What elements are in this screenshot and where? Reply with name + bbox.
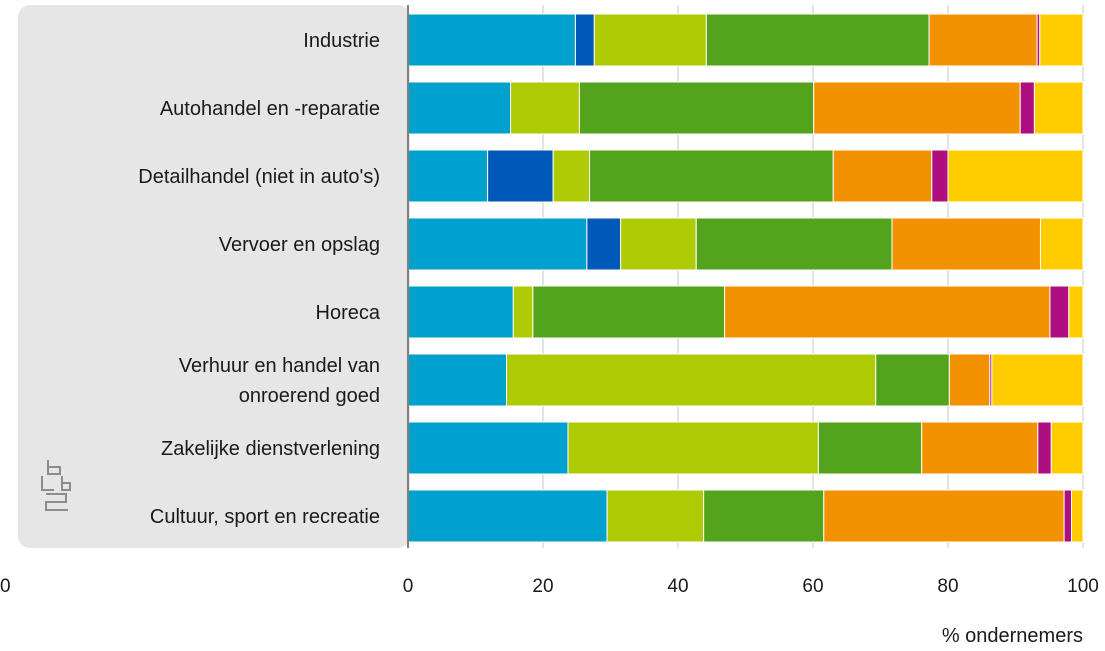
- category-label: Autohandel en -reparatie: [160, 98, 380, 120]
- bar-segment: [593, 13, 707, 67]
- bar-segment: [928, 13, 1038, 67]
- x-tick-labels: 0 20 40 60 80 100: [403, 576, 1099, 597]
- category-label: Verhuur en handel van: [179, 355, 380, 377]
- bar-segment: [567, 421, 819, 475]
- category-label: Detailhandel (niet in auto's): [138, 166, 380, 188]
- bar-segment: [532, 285, 726, 339]
- bar-segment: [948, 353, 991, 407]
- bar-segment: [407, 13, 576, 67]
- bar-segment: [921, 421, 1039, 475]
- bar-segment: [586, 217, 622, 271]
- bar-segment: [813, 81, 1021, 135]
- x-tick-label: 40: [667, 576, 688, 597]
- bar-segment: [512, 285, 534, 339]
- bar-segment: [891, 217, 1041, 271]
- bar-segment: [875, 353, 950, 407]
- bar-segment: [578, 81, 815, 135]
- bar-segment: [1039, 13, 1084, 67]
- bar-segment: [991, 353, 1084, 407]
- bar-segment: [817, 421, 923, 475]
- bar-segment: [947, 149, 1084, 203]
- bar-segment: [1071, 489, 1084, 543]
- bar-segment: [510, 81, 580, 135]
- bar-segment: [506, 353, 877, 407]
- x-tick-label: 0: [403, 576, 414, 597]
- category-labels: Industrie Autohandel en -reparatie Detailh…: [138, 30, 381, 528]
- bar-segment: [407, 217, 588, 271]
- bar-segment: [407, 81, 512, 135]
- bar-segment: [823, 489, 1065, 543]
- category-label: onroerend goed: [239, 385, 380, 407]
- x-tick-label: 60: [802, 576, 823, 597]
- bars: [407, 13, 1084, 543]
- bar-segment: [574, 13, 595, 67]
- category-label: Horeca: [316, 302, 381, 324]
- bar-segment: [487, 149, 554, 203]
- category-label: Industrie: [303, 30, 380, 52]
- bar-segment: [705, 13, 930, 67]
- bar-segment: [407, 149, 489, 203]
- x-tick-label: 100: [1067, 576, 1099, 597]
- bar-segment: [407, 489, 608, 543]
- bar-segment: [1019, 81, 1035, 135]
- bar-segment: [832, 149, 933, 203]
- bar-segment: [724, 285, 1051, 339]
- category-label: Zakelijke dienstverlening: [161, 438, 380, 460]
- category-label: Vervoer en opslag: [219, 234, 380, 256]
- bar-segment: [552, 149, 591, 203]
- x-tick-label: 20: [532, 576, 553, 597]
- bar-segment: [1037, 421, 1052, 475]
- bar-segment: [1063, 489, 1073, 543]
- bar-segment: [1049, 285, 1070, 339]
- category-label: Cultuur, sport en recreatie: [150, 506, 380, 528]
- category-panel: [18, 5, 410, 548]
- x-axis-title: % ondernemers: [942, 625, 1083, 647]
- bar-segment: [1033, 81, 1084, 135]
- bar-segment: [407, 353, 508, 407]
- bar-segment: [620, 217, 697, 271]
- bar-segment: [1068, 285, 1084, 339]
- bar-segment: [1050, 421, 1084, 475]
- bar-segment: [589, 149, 834, 203]
- bar-segment: [695, 217, 893, 271]
- bar-segment: [931, 149, 949, 203]
- bar-segment: [606, 489, 705, 543]
- cbs-logo-icon: [41, 460, 71, 511]
- stray-tick-label: 0: [0, 576, 11, 597]
- x-tick-label: 80: [937, 576, 958, 597]
- bar-segment: [407, 421, 569, 475]
- bar-segment: [407, 285, 514, 339]
- bar-segment: [703, 489, 825, 543]
- bar-segment: [1039, 217, 1084, 271]
